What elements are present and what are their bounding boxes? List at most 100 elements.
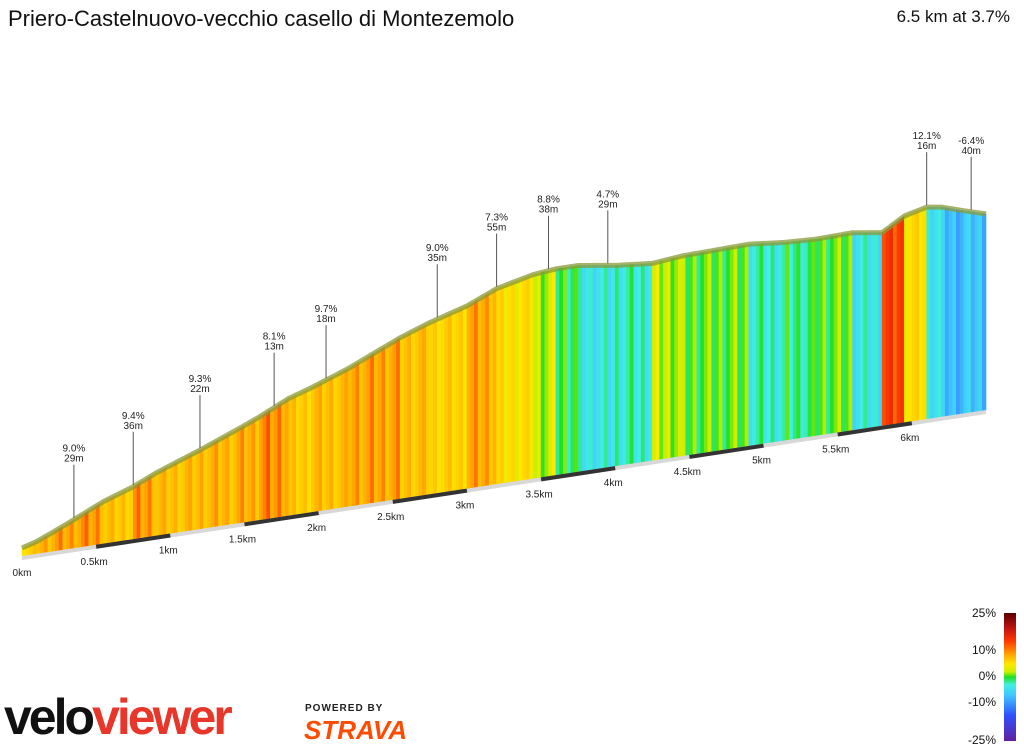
climb-summary: 6.5 km at 3.7% — [896, 7, 1010, 26]
profile-segment — [155, 470, 160, 537]
profile-segment — [729, 246, 735, 450]
profile-segment — [577, 265, 583, 473]
profile-segment — [829, 235, 835, 434]
x-tick-label: 1.5km — [229, 534, 256, 545]
profile-segment — [863, 232, 868, 429]
profile-segment — [870, 232, 876, 428]
profile-segment — [748, 243, 753, 447]
profile-segment — [303, 389, 308, 514]
profile-segment — [715, 249, 720, 452]
profile-segment — [588, 265, 594, 471]
profile-segment — [818, 237, 824, 436]
legend-label-10: 10% — [971, 643, 996, 657]
profile-segment — [192, 451, 197, 531]
profile-segment — [370, 352, 375, 504]
profile-segment — [381, 345, 386, 502]
profile-segment — [199, 447, 204, 530]
profile-segment — [551, 268, 557, 477]
profile-segment — [181, 457, 186, 533]
profile-segment — [759, 243, 764, 445]
profile-segment — [173, 461, 179, 534]
profile-segment — [262, 411, 268, 520]
annotation-gain-label: 35m — [428, 253, 447, 264]
profile-segment — [247, 420, 253, 523]
annotation-grade-label: 9.0% — [63, 444, 86, 455]
profile-segment — [221, 435, 227, 527]
profile-segment — [952, 208, 957, 416]
profile-segment — [84, 510, 90, 547]
profile-segment — [229, 431, 234, 525]
annotation-grade-label: 4.7% — [596, 189, 619, 200]
profile-segment — [422, 323, 427, 496]
profile-segment — [151, 472, 156, 537]
annotation-gain-label: 36m — [124, 421, 143, 432]
profile-segment — [433, 318, 438, 495]
profile-segment — [210, 441, 216, 528]
profile-segment — [948, 207, 953, 416]
profile-segment — [359, 359, 364, 506]
profile-segment — [240, 424, 245, 524]
profile-segment — [136, 481, 141, 539]
profile-segment — [110, 495, 115, 543]
profile-segment — [726, 247, 731, 450]
annotation-gain-label: 55m — [487, 223, 506, 234]
profile-segment — [525, 275, 531, 480]
x-tick-label: 4.5km — [674, 467, 701, 478]
profile-segment — [429, 320, 434, 495]
profile-segment — [944, 207, 950, 417]
annotation-gain-label: 22m — [190, 384, 209, 395]
profile-segment — [214, 439, 219, 528]
profile-segment — [941, 206, 946, 418]
profile-segment — [507, 282, 512, 483]
profile-segment — [392, 339, 397, 501]
profile-segment — [344, 368, 349, 508]
profile-segment — [474, 298, 479, 488]
profile-segment — [436, 317, 442, 494]
profile-segment — [900, 215, 905, 424]
profile-segment — [318, 381, 323, 512]
profile-segment — [677, 255, 683, 457]
profile-segment — [385, 343, 390, 502]
profile-segment — [648, 263, 653, 462]
profile-segment — [911, 211, 916, 422]
profile-segment — [841, 233, 846, 433]
profile-segment — [414, 327, 420, 497]
profile-segment — [403, 333, 408, 499]
profile-segment — [711, 249, 716, 452]
profile-segment — [752, 243, 757, 446]
profile-segment — [396, 337, 401, 500]
legend-label-25: 25% — [971, 606, 996, 620]
profile-segment — [926, 206, 931, 420]
profile-segment — [162, 466, 167, 536]
profile-segment — [837, 234, 842, 433]
profile-segment — [477, 296, 483, 488]
x-tick-label: 2.5km — [377, 512, 404, 523]
km-base-segment — [95, 533, 171, 549]
profile-segment — [822, 236, 827, 436]
profile-segment — [737, 245, 742, 448]
profile-segment — [744, 243, 750, 447]
profile-segment — [904, 214, 909, 423]
profile-segment — [707, 250, 712, 453]
profile-segment — [140, 479, 145, 539]
profile-segment — [570, 265, 575, 474]
profile-segment — [915, 209, 920, 422]
profile-segment — [800, 240, 805, 439]
legend-label-0: 0% — [978, 669, 996, 683]
profile-segment — [81, 512, 86, 548]
profile-segment — [277, 402, 282, 518]
profile-segment — [652, 262, 657, 461]
profile-segment — [733, 245, 738, 449]
profile-segment — [399, 335, 405, 500]
annotation-grade-label: 7.3% — [485, 213, 508, 224]
profile-segment — [666, 258, 672, 459]
profile-segment — [611, 265, 616, 468]
profile-segment — [626, 264, 631, 465]
profile-segment — [281, 400, 286, 518]
profile-segment — [233, 429, 238, 525]
profile-segment — [766, 242, 772, 444]
profile-segment — [499, 285, 505, 484]
profile-segment — [203, 445, 208, 529]
km-base-segment — [837, 421, 913, 437]
powered-by-label: POWERED BY — [305, 703, 384, 714]
